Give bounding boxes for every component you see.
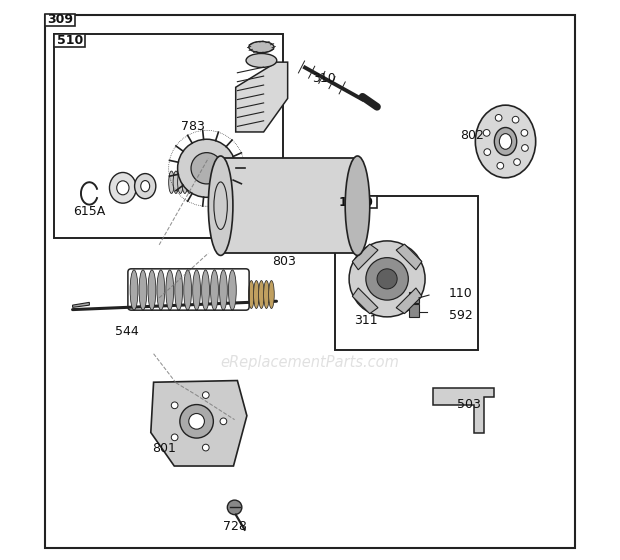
Ellipse shape [141, 180, 149, 192]
Text: eReplacementParts.com: eReplacementParts.com [221, 355, 399, 370]
Ellipse shape [193, 270, 200, 310]
Ellipse shape [177, 171, 183, 193]
Circle shape [177, 139, 236, 197]
Circle shape [188, 413, 205, 429]
Ellipse shape [173, 171, 179, 193]
Text: 503: 503 [458, 398, 481, 410]
Bar [409, 304, 419, 318]
Circle shape [180, 404, 213, 438]
Text: 783: 783 [181, 120, 205, 133]
Polygon shape [236, 62, 288, 132]
Circle shape [202, 444, 209, 451]
Ellipse shape [345, 156, 370, 255]
Text: 309: 309 [47, 13, 73, 26]
Polygon shape [151, 381, 247, 466]
Text: 1090: 1090 [339, 196, 374, 209]
Circle shape [514, 158, 520, 165]
Bar [54, 34, 283, 238]
Text: 510: 510 [56, 34, 83, 47]
Circle shape [171, 434, 178, 441]
Circle shape [521, 144, 528, 151]
Ellipse shape [157, 270, 165, 310]
Ellipse shape [182, 171, 188, 193]
Ellipse shape [499, 134, 511, 150]
Ellipse shape [117, 181, 129, 195]
Polygon shape [352, 244, 378, 270]
Ellipse shape [191, 171, 197, 193]
Circle shape [512, 116, 519, 123]
Ellipse shape [169, 171, 174, 193]
Ellipse shape [139, 270, 147, 310]
Text: 728: 728 [223, 520, 247, 534]
Ellipse shape [208, 156, 233, 255]
Circle shape [202, 392, 209, 398]
Polygon shape [396, 288, 422, 314]
Ellipse shape [202, 270, 210, 310]
Ellipse shape [246, 54, 277, 67]
Polygon shape [73, 302, 89, 307]
Circle shape [521, 129, 528, 136]
Circle shape [497, 162, 503, 169]
Circle shape [171, 402, 178, 409]
Ellipse shape [259, 281, 264, 309]
Circle shape [220, 418, 227, 424]
Circle shape [228, 500, 242, 515]
Bar [221, 158, 358, 253]
Ellipse shape [254, 281, 259, 309]
Text: 310: 310 [312, 72, 336, 86]
Circle shape [191, 153, 223, 184]
Circle shape [483, 129, 490, 136]
Bar [54, 34, 85, 46]
Ellipse shape [130, 270, 138, 310]
Ellipse shape [268, 281, 274, 309]
Circle shape [377, 269, 397, 289]
Ellipse shape [175, 270, 183, 310]
Text: 544: 544 [115, 325, 139, 338]
Ellipse shape [228, 270, 236, 310]
Ellipse shape [135, 174, 156, 199]
Polygon shape [433, 389, 494, 433]
Ellipse shape [110, 172, 136, 203]
Ellipse shape [211, 270, 218, 310]
Ellipse shape [476, 105, 536, 178]
Polygon shape [352, 288, 378, 314]
Ellipse shape [148, 270, 156, 310]
Text: 592: 592 [449, 309, 472, 321]
Bar [335, 196, 377, 208]
Bar [335, 196, 477, 350]
Ellipse shape [264, 281, 269, 309]
Text: 110: 110 [449, 287, 472, 301]
Text: 803: 803 [272, 254, 296, 268]
Text: 802: 802 [460, 129, 484, 142]
Ellipse shape [187, 171, 192, 193]
Circle shape [484, 149, 490, 156]
Text: 311: 311 [354, 314, 378, 326]
Bar [45, 13, 76, 26]
Text: 801: 801 [152, 442, 175, 455]
Circle shape [349, 241, 425, 317]
Polygon shape [396, 244, 422, 270]
Ellipse shape [249, 281, 254, 309]
Ellipse shape [249, 41, 274, 53]
Ellipse shape [494, 128, 516, 156]
Circle shape [366, 258, 409, 300]
Circle shape [495, 114, 502, 121]
Text: 615A: 615A [73, 206, 105, 218]
Ellipse shape [219, 270, 228, 310]
Bar [409, 292, 419, 304]
Ellipse shape [166, 270, 174, 310]
Ellipse shape [184, 270, 192, 310]
